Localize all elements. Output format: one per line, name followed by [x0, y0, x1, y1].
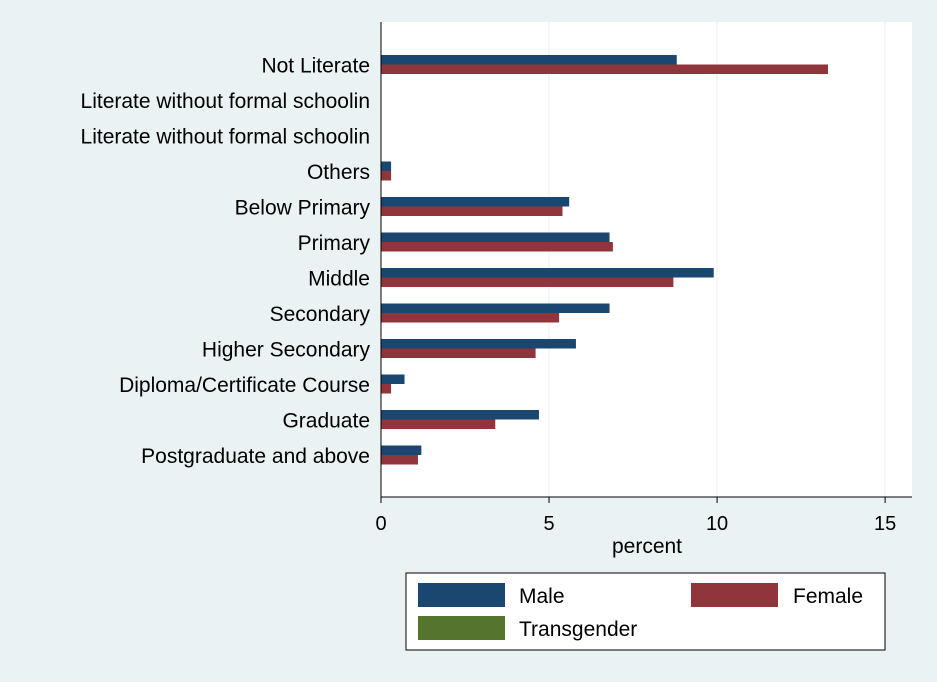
- category-label: Middle: [308, 268, 370, 291]
- legend: Male Female Transgender: [405, 572, 886, 651]
- bar-female: [381, 277, 674, 287]
- bar-male: [381, 161, 392, 171]
- category-label: Primary: [298, 232, 371, 255]
- category-label: Graduate: [282, 410, 370, 433]
- legend-swatch-transgender: [418, 616, 505, 640]
- category-label: Others: [307, 161, 370, 184]
- bar-female: [381, 384, 392, 394]
- bar-female: [381, 64, 828, 74]
- bar-male: [381, 55, 677, 65]
- x-tick-label: 10: [706, 513, 728, 535]
- bar-female: [381, 242, 613, 252]
- category-label: Not Literate: [261, 55, 370, 78]
- bar-male: [381, 232, 610, 242]
- category-label: Secondary: [270, 303, 371, 326]
- legend-label-male: Male: [519, 585, 565, 608]
- category-label: Higher Secondary: [202, 339, 371, 362]
- bar-female: [381, 171, 392, 181]
- legend-swatch-female: [691, 583, 778, 607]
- category-label: Diploma/Certificate Course: [119, 374, 370, 397]
- category-labels: Not Literate Literate without formal scho…: [81, 55, 371, 469]
- bar-male: [381, 303, 610, 313]
- bar-female: [381, 206, 563, 216]
- bar-female: [381, 348, 536, 358]
- x-tick-label: 15: [874, 513, 896, 535]
- bar-male: [381, 339, 576, 349]
- legend-label-transgender: Transgender: [519, 618, 637, 641]
- bar-female: [381, 313, 560, 323]
- legend-swatch-male: [418, 583, 505, 607]
- x-tick-label: 0: [375, 513, 386, 535]
- category-label: Literate without formal schoolin: [81, 90, 370, 113]
- bar-female: [381, 455, 418, 465]
- bar-male: [381, 374, 405, 384]
- bar-male: [381, 268, 714, 278]
- bars: [381, 55, 828, 465]
- bar-male: [381, 197, 570, 207]
- legend-label-female: Female: [793, 585, 863, 608]
- category-label: Literate without formal schoolin: [81, 126, 370, 149]
- x-axis-title: percent: [612, 535, 682, 558]
- grid-lines: [548, 22, 886, 497]
- bar-male: [381, 410, 539, 420]
- bar-male: [381, 445, 422, 455]
- bar-female: [381, 419, 496, 429]
- x-ticks: 0 5 10 15: [375, 497, 896, 535]
- x-tick-label: 5: [543, 513, 554, 535]
- category-label: Below Primary: [235, 197, 371, 220]
- category-label: Postgraduate and above: [141, 445, 370, 468]
